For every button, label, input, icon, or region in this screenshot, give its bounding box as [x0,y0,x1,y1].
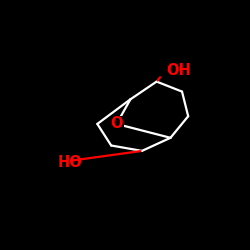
Text: OH: OH [166,62,190,78]
Text: O: O [110,116,123,132]
Text: HO: HO [58,155,83,170]
